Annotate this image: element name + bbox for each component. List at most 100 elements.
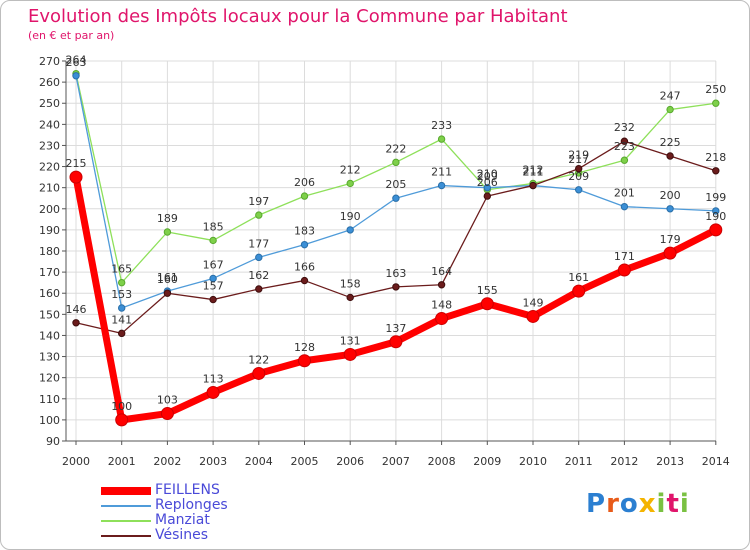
point-manziat: [392, 158, 400, 167]
data-label-manziat: 247: [660, 90, 681, 103]
x-tick-label: 2000: [62, 455, 90, 468]
data-label-replonges: 200: [660, 189, 681, 202]
axes: 90 100 110 120 130 140 150 160 170 180 190 200 210 22…: [39, 55, 730, 468]
logo-letter: P: [586, 489, 607, 519]
data-label-feillens: 113: [203, 372, 224, 385]
y-tick-label: 160: [39, 287, 60, 300]
point-feillens: [572, 284, 586, 298]
y-tick-label: 180: [39, 245, 60, 258]
data-label-replonges: 211: [523, 166, 544, 179]
y-tick-label: 120: [39, 372, 60, 385]
data-label-manziat: 222: [385, 142, 406, 155]
point-vesines: [483, 192, 491, 200]
point-vesines: [346, 293, 354, 302]
point-vesines: [163, 289, 172, 297]
data-label-vesines: 158: [340, 277, 361, 290]
logo-letter: i: [679, 489, 690, 519]
point-vesines: [118, 329, 126, 338]
point-vesines: [712, 167, 720, 175]
data-label-feillens: 128: [294, 341, 315, 354]
legend-label: Manziat: [155, 512, 210, 528]
y-tick-label: 230: [39, 139, 60, 152]
y-tick-label: 130: [39, 351, 60, 364]
x-tick-label: 2002: [153, 455, 181, 468]
x-tick-label: 2005: [291, 455, 319, 468]
data-label-replonges: 183: [294, 225, 315, 238]
data-label-vesines: 166: [294, 261, 315, 274]
logo-letter: x: [638, 489, 657, 519]
x-tick-label: 2003: [199, 455, 227, 468]
y-tick-label: 250: [39, 97, 60, 110]
data-label-vesines: 225: [660, 136, 681, 149]
x-tick-label: 2009: [473, 455, 501, 468]
data-label-feillens: 190: [705, 210, 726, 223]
data-label-replonges: 205: [385, 178, 406, 191]
y-tick-label: 140: [39, 329, 60, 342]
data-label-vesines: 157: [203, 280, 224, 293]
data-label-vesines: 162: [248, 269, 269, 282]
legend-label: Replonges: [155, 497, 228, 513]
data-label-replonges: 153: [111, 288, 132, 301]
logo-letter: t: [666, 489, 680, 519]
logo-letter: r: [606, 489, 620, 519]
data-label-vesines: 219: [568, 149, 589, 162]
point-replonges: [118, 304, 126, 312]
point-vesines: [255, 285, 263, 293]
point-vesines: [575, 164, 583, 173]
legend-label: FEILLENS: [155, 482, 220, 498]
chart-title: Evolution des Impôts locaux pour la Comm…: [28, 6, 568, 27]
data-label-feillens: 155: [477, 284, 498, 297]
data-label-manziat: 189: [157, 212, 178, 225]
data-label-manziat: 185: [203, 220, 224, 233]
point-vesines: [437, 281, 446, 289]
x-tick-label: 2012: [610, 455, 638, 468]
point-replonges: [712, 207, 720, 215]
y-tick-label: 210: [39, 182, 60, 195]
point-feillens: [69, 170, 83, 184]
point-replonges: [666, 205, 674, 213]
point-vesines: [666, 152, 674, 160]
x-tick-label: 2011: [565, 455, 593, 468]
logo-letter: o: [619, 489, 639, 519]
y-tick-label: 150: [39, 308, 60, 321]
point-manziat: [255, 211, 263, 219]
point-manziat: [666, 105, 674, 114]
y-tick-label: 220: [39, 161, 60, 174]
data-label-replonges: 199: [705, 191, 726, 204]
point-manziat: [163, 228, 172, 236]
point-replonges: [346, 226, 354, 234]
point-feillens: [435, 312, 449, 326]
data-label-replonges: 211: [431, 166, 452, 179]
legend-swatch: [101, 505, 151, 507]
point-feillens: [617, 263, 631, 277]
data-label-replonges: 177: [248, 237, 269, 250]
x-tick-label: 2008: [428, 455, 456, 468]
point-feillens: [160, 407, 174, 421]
point-replonges: [483, 183, 491, 192]
data-label-feillens: 100: [111, 400, 132, 413]
data-label-replonges: 201: [614, 187, 635, 200]
point-feillens: [709, 223, 723, 237]
point-replonges: [209, 274, 217, 283]
x-tick-label: 2004: [245, 455, 273, 468]
legend-swatch: [101, 520, 151, 522]
data-label-manziat: 212: [340, 163, 361, 176]
point-manziat: [620, 156, 629, 164]
data-label-manziat: 209: [477, 170, 498, 183]
x-tick-label: 2007: [382, 455, 410, 468]
point-replonges: [392, 194, 400, 202]
point-manziat: [118, 278, 126, 287]
point-feillens: [389, 335, 403, 349]
point-feillens: [206, 385, 220, 399]
legend-swatch: [101, 487, 151, 495]
data-label-feillens: 137: [385, 322, 406, 335]
data-label-feillens: 103: [157, 394, 178, 407]
point-feillens: [298, 354, 311, 368]
data-label-manziat: 217: [568, 153, 589, 166]
data-label-feillens: 122: [248, 353, 269, 366]
data-label-replonges: 190: [340, 210, 361, 223]
x-tick-label: 2014: [702, 455, 730, 468]
point-feillens: [663, 246, 677, 260]
point-feillens: [343, 347, 357, 361]
